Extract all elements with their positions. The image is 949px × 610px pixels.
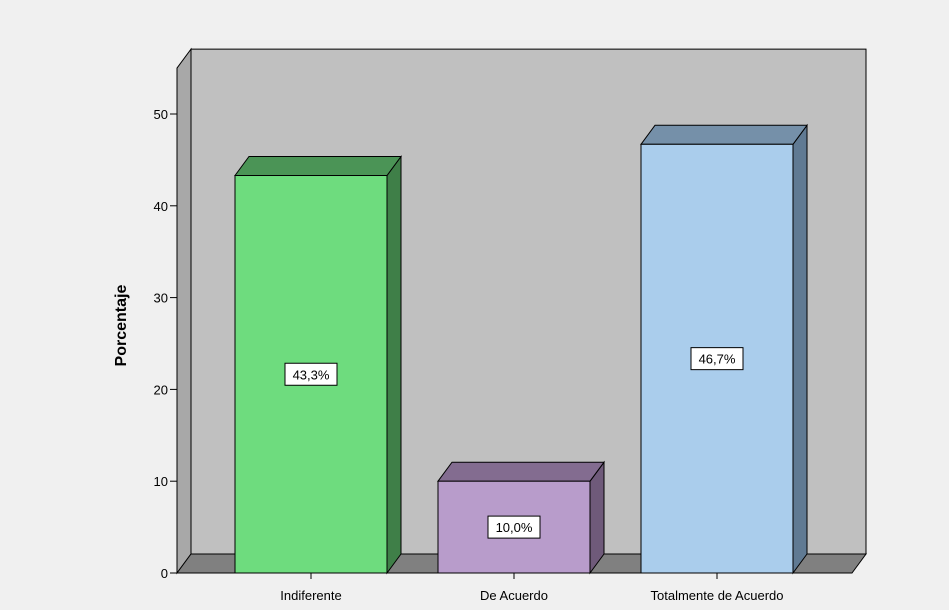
y-axis-ticks: 0 10 20 30 40 50 bbox=[154, 107, 177, 581]
y-axis-label: Porcentaje bbox=[113, 285, 130, 367]
y-tick-label: 50 bbox=[154, 107, 168, 122]
bar-top-face bbox=[437, 461, 605, 482]
bar-de-acuerdo: 10,0% bbox=[437, 460, 605, 575]
bar-side-face bbox=[792, 123, 808, 575]
bar-side-face bbox=[386, 154, 402, 575]
data-label: 46,7% bbox=[699, 352, 736, 367]
data-label: 43,3% bbox=[293, 367, 330, 382]
x-tick-label: Totalmente de Acuerdo bbox=[651, 588, 784, 603]
y-tick-label: 30 bbox=[154, 291, 168, 306]
bar-top-face bbox=[234, 156, 402, 177]
x-tick-label: De Acuerdo bbox=[480, 588, 548, 603]
y-tick-label: 40 bbox=[154, 199, 168, 214]
y-tick-label: 0 bbox=[161, 566, 168, 581]
bar-indiferente: 43,3% bbox=[234, 154, 402, 575]
data-label-box bbox=[284, 362, 338, 386]
data-label-box bbox=[487, 515, 541, 539]
bars: 43,3% 10,0% 46,7% bbox=[234, 123, 808, 575]
y-tick-label: 20 bbox=[154, 382, 168, 397]
bar-totalmente-de-acuerdo: 46,7% bbox=[640, 123, 808, 575]
x-tick-label: Indiferente bbox=[280, 588, 341, 603]
x-axis-ticks: Indiferente De Acuerdo Totalmente de Acuer… bbox=[280, 573, 783, 603]
bar-front-face bbox=[234, 175, 388, 574]
data-label-box bbox=[690, 347, 744, 371]
data-label: 10,0% bbox=[496, 520, 533, 535]
chart-left-wall bbox=[176, 47, 192, 575]
bar-top-face bbox=[640, 124, 808, 145]
y-tick-label: 10 bbox=[154, 474, 168, 489]
